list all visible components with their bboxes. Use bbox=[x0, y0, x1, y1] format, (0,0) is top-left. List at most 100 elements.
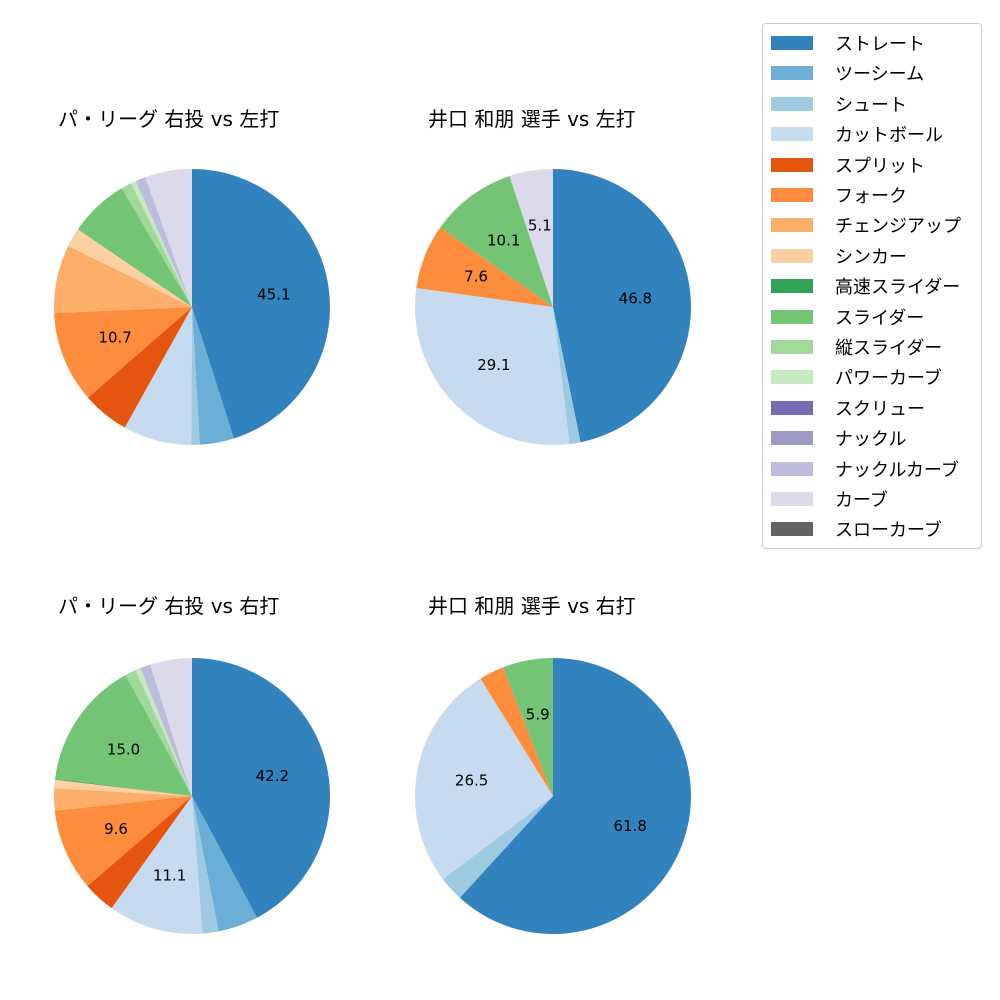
legend-item: ツーシーム bbox=[771, 63, 925, 86]
pie-slice bbox=[140, 664, 192, 796]
slice-value-label: 46.8 bbox=[619, 290, 652, 308]
legend-swatch bbox=[771, 370, 813, 385]
legend-swatch bbox=[771, 279, 813, 294]
legend-item: スクリュー bbox=[771, 398, 925, 420]
legend-item: カーブ bbox=[771, 489, 888, 511]
legend-item: 高速スライダー bbox=[771, 276, 961, 299]
pie-slice bbox=[192, 307, 234, 445]
legend-swatch bbox=[771, 36, 813, 50]
pie-slice bbox=[553, 169, 691, 443]
legend-item: スライダー bbox=[771, 307, 925, 329]
legend-item: ナックル bbox=[771, 428, 907, 451]
legend-item: チェンジアップ bbox=[771, 215, 961, 238]
legend-item: ストレート bbox=[771, 33, 925, 55]
legend-item: ナックルカーブ bbox=[771, 459, 959, 481]
slice-value-label: 10.7 bbox=[98, 329, 131, 347]
legend-swatch bbox=[771, 157, 813, 172]
pie-slice bbox=[135, 668, 192, 796]
pie-slice bbox=[130, 181, 192, 307]
legend-label: スライダー bbox=[835, 307, 925, 329]
legend-label: ストレート bbox=[835, 34, 925, 55]
legend-swatch bbox=[771, 127, 813, 142]
legend-swatch bbox=[771, 218, 813, 233]
pie-slice bbox=[442, 796, 553, 898]
legend-swatch bbox=[771, 461, 813, 476]
chart-title-3: パ・リーグ 右投 vs 右打 bbox=[58, 594, 280, 618]
pie-slice bbox=[111, 796, 203, 934]
pie-slice bbox=[509, 169, 553, 307]
pie-slice bbox=[191, 307, 200, 445]
legend-label: 縦スライダー bbox=[835, 338, 943, 359]
pie-slice bbox=[68, 229, 192, 307]
slice-value-label: 15.0 bbox=[107, 740, 140, 758]
slice-value-label: 29.1 bbox=[477, 356, 510, 374]
legend-swatch bbox=[771, 492, 813, 506]
pie-slice bbox=[125, 670, 192, 796]
legend-label: スプリット bbox=[835, 155, 925, 177]
pie-slice bbox=[553, 307, 581, 445]
legend-item: パワーカーブ bbox=[771, 367, 942, 389]
pie-slice bbox=[124, 307, 192, 445]
legend-swatch bbox=[771, 309, 813, 324]
pie-slice bbox=[77, 188, 192, 307]
slice-value-label: 7.6 bbox=[464, 268, 488, 286]
legend-swatch bbox=[771, 248, 813, 263]
pie-slice bbox=[150, 658, 192, 796]
legend-label: チェンジアップ bbox=[835, 216, 961, 238]
pie-slice bbox=[121, 183, 192, 307]
pie-slice bbox=[55, 675, 193, 796]
pie-3: 42.2 11.1 9.6 15.0 bbox=[54, 658, 330, 934]
legend-swatch bbox=[771, 522, 813, 537]
legend-label: カーブ bbox=[835, 490, 888, 511]
pie-slice bbox=[145, 169, 192, 307]
pie-slice bbox=[54, 779, 193, 796]
pie-2: 46.8 29.1 7.6 10.1 5.1 bbox=[414, 169, 691, 445]
pie-slice bbox=[192, 169, 330, 439]
pie-slice bbox=[440, 176, 553, 307]
pie-slice bbox=[480, 667, 553, 796]
legend-label: シュート bbox=[835, 94, 907, 116]
pie-slice bbox=[414, 287, 570, 445]
legend-item: シンカー bbox=[771, 246, 907, 268]
pie-slice bbox=[459, 658, 692, 934]
legend-label: 高速スライダー bbox=[835, 277, 961, 299]
pie-slice bbox=[87, 796, 192, 909]
legend-item: スローカーブ bbox=[771, 519, 942, 542]
pie-charts: 45.1 10.7 46.8 29.1 7.6 10.1 5.1 42.2 11.1 9.6 15.… bbox=[54, 169, 692, 934]
legend-label: ツーシーム bbox=[835, 64, 925, 86]
pie-slice bbox=[503, 658, 553, 796]
chart-title-1: パ・リーグ 右投 vs 左打 bbox=[58, 107, 280, 131]
pie-slice bbox=[54, 307, 192, 398]
pie-4: 61.8 26.5 5.9 bbox=[414, 658, 692, 934]
legend-swatch bbox=[771, 400, 813, 415]
legend-item: 縦スライダー bbox=[771, 337, 943, 359]
legend-label: スクリュー bbox=[835, 398, 925, 420]
legend-label: ナックル bbox=[835, 429, 907, 451]
legend-swatch bbox=[771, 431, 813, 446]
pie-1: 45.1 10.7 bbox=[54, 169, 330, 445]
legend-item: カットボール bbox=[771, 124, 943, 147]
legend: ストレート ツーシーム シュート カットボール スプリット フォーク チェンジアップ シンカー… bbox=[762, 23, 982, 549]
slice-value-label: 11.1 bbox=[153, 867, 186, 885]
legend-item: スプリット bbox=[771, 155, 925, 177]
slice-value-label: 5.9 bbox=[526, 706, 550, 724]
legend-label: シンカー bbox=[835, 246, 907, 268]
pie-slice bbox=[414, 678, 553, 880]
chart-title-2: 井口 和朋 選手 vs 左打 bbox=[428, 107, 636, 131]
legend-swatch bbox=[771, 66, 813, 81]
pie-slice bbox=[54, 796, 192, 886]
slice-value-label: 5.1 bbox=[528, 216, 552, 234]
pie-slice bbox=[192, 658, 330, 918]
slice-value-label: 9.6 bbox=[104, 820, 128, 838]
pie-slice bbox=[135, 177, 192, 307]
legend-swatch bbox=[771, 340, 813, 354]
legend-swatch bbox=[771, 188, 813, 202]
pie-slice bbox=[192, 796, 257, 932]
legend-label: カットボール bbox=[835, 125, 943, 147]
pie-slice bbox=[54, 245, 193, 314]
legend-label: スローカーブ bbox=[835, 520, 942, 542]
slice-value-label: 42.2 bbox=[256, 767, 289, 785]
pie-slice bbox=[416, 227, 553, 307]
legend-item: シュート bbox=[771, 94, 907, 116]
slice-value-label: 10.1 bbox=[487, 231, 520, 249]
